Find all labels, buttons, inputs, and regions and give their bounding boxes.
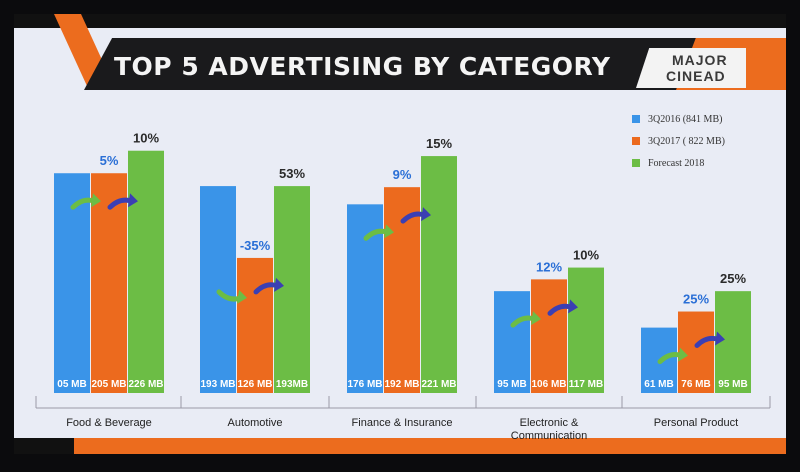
growth-arrow-head-s2-c1 [274,277,284,292]
x-tick-label-3-0: Electronic & [520,417,579,429]
growth-arrow-head-s1-c0 [91,193,101,208]
bar-value-label-s2-c2: 221 MB [421,379,456,390]
bar-value-label-s0-c2: 176 MB [347,379,382,390]
bar-s2-c0 [128,150,164,393]
brand-logo: MAJOR CINEAD [636,48,746,88]
growth-arrow-head-s2-c3 [568,299,578,314]
growth-label-s1-c1: -35% [240,238,271,253]
bar-s2-c4 [715,291,751,393]
bar-s0-c3 [494,291,530,393]
growth-arrow-head-s1-c2 [384,224,394,239]
legend-label-1: 3Q2017 ( 822 MB) [648,135,725,147]
growth-arrow-head-s2-c0 [128,193,138,208]
bottom-stripe-dark [14,438,74,454]
bar-s1-c3 [531,279,567,393]
legend-entry-1: 3Q2017 ( 822 MB) [632,130,725,152]
growth-label-s2-c0: 10% [133,131,159,146]
growth-arrow-head-s2-c2 [421,207,431,222]
bar-value-label-s0-c4: 61 MB [644,379,673,390]
growth-label-s2-c2: 15% [426,136,452,151]
chart-legend: 3Q2016 (841 MB) 3Q2017 ( 822 MB) Forecast … [632,108,725,174]
legend-swatch-0 [632,115,640,123]
x-tick-label-1-0: Automotive [227,417,282,429]
bar-value-label-s1-c4: 76 MB [681,379,710,390]
bar-value-label-s0-c0: 05 MB [57,379,86,390]
bar-s0-c2 [347,204,383,393]
growth-label-s2-c3: 10% [573,248,599,263]
x-tick-label-3-1: Communication [511,430,587,442]
bar-s2-c1 [274,186,310,393]
bar-value-label-s0-c1: 193 MB [200,379,235,390]
bottom-stripe [14,438,786,454]
bar-s1-c2 [384,187,420,393]
bar-s1-c0 [91,173,127,393]
legend-label-0: 3Q2016 (841 MB) [648,113,723,125]
top-frame [14,14,786,28]
bar-s2-c2 [421,156,457,393]
growth-label-s2-c1: 53% [279,166,305,181]
legend-swatch-2 [632,159,640,167]
bar-value-label-s2-c1: 193MB [276,379,308,390]
logo-line-1: MAJOR [672,52,728,68]
growth-arrow-head-s2-c4 [715,331,725,346]
chart-title: TOP 5 ADVERTISING BY CATEGORY [114,52,611,81]
bar-value-label-s1-c1: 126 MB [237,379,272,390]
growth-label-s2-c4: 25% [720,271,746,286]
growth-label-s1-c2: 9% [393,167,412,182]
bar-s0-c0 [54,173,90,393]
bar-value-label-s1-c3: 106 MB [531,379,566,390]
legend-entry-2: Forecast 2018 [632,152,725,174]
growth-label-s1-c4: 25% [683,292,709,307]
bar-s0-c1 [200,186,236,393]
x-tick-label-2-0: Finance & Insurance [352,417,453,429]
bar-value-label-s2-c3: 117 MB [569,379,603,390]
legend-label-2: Forecast 2018 [648,157,705,169]
bar-value-label-s1-c2: 192 MB [384,379,419,390]
legend-swatch-1 [632,137,640,145]
bar-s1-c1 [237,257,273,393]
bar-value-label-s2-c0: 226 MB [128,379,163,390]
growth-label-s1-c3: 12% [536,259,562,274]
bar-value-label-s0-c3: 95 MB [497,379,526,390]
growth-arrow-head-s1-c1 [237,289,247,304]
bar-s2-c3 [568,267,604,393]
growth-arrow-head-s1-c3 [531,311,541,326]
x-tick-label-0-0: Food & Beverage [66,417,152,429]
legend-entry-0: 3Q2016 (841 MB) [632,108,725,130]
bar-value-label-s1-c0: 205 MB [91,379,126,390]
growth-arrow-head-s1-c4 [678,347,688,362]
growth-label-s1-c0: 5% [100,153,119,168]
logo-line-2: CINEAD [666,68,726,84]
bar-value-label-s2-c4: 95 MB [718,379,747,390]
x-tick-label-4-0: Personal Product [654,417,738,429]
